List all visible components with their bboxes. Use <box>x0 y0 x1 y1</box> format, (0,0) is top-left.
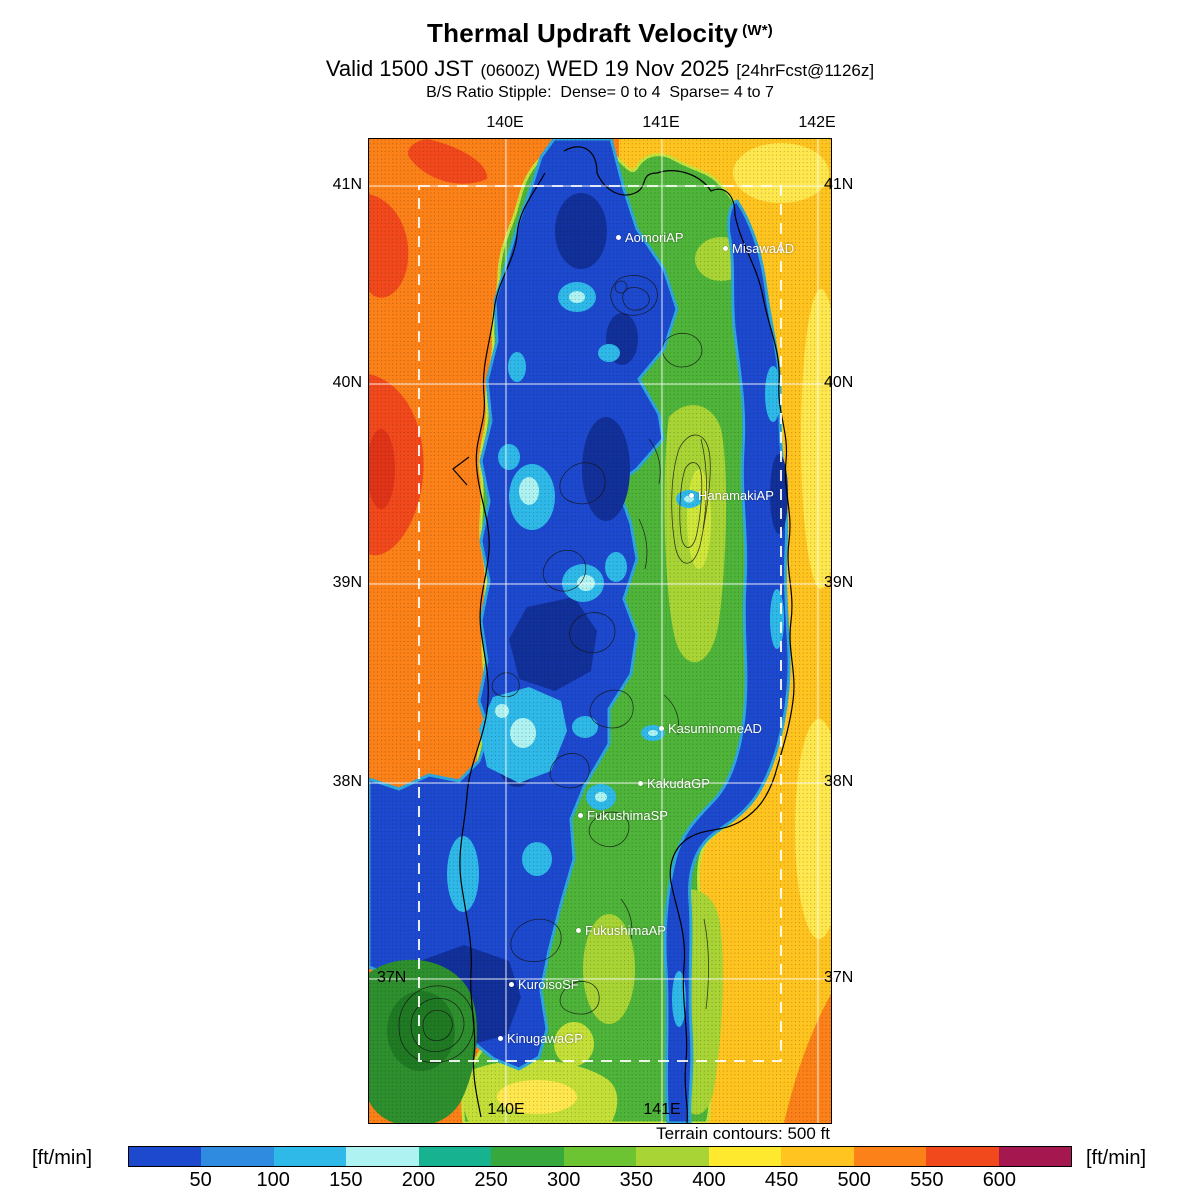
station-kinugawa-gp: KinugawaGP <box>498 1031 583 1046</box>
valid-prefix: Valid 1500 JST <box>325 56 474 81</box>
lat-label-left-38n: 38N <box>332 773 362 790</box>
colorbar-tick-label: 200 <box>401 1169 436 1191</box>
colorbar-segment <box>708 1147 782 1166</box>
colorbar-segment <box>998 1147 1072 1166</box>
colorbar-tick-label: 300 <box>547 1169 581 1191</box>
lat-label-right-39n: 39N <box>824 574 854 591</box>
station-dot-icon <box>576 928 581 933</box>
station-label: KasuminomeAD <box>668 721 762 736</box>
lat-label-right-38n: 38N <box>824 773 854 790</box>
station-label: AomoriAP <box>625 230 684 245</box>
colorbar-tick-label: 350 <box>619 1169 653 1191</box>
lon-label-top-141e: 141E <box>642 114 680 131</box>
station-label: MisawaAD <box>732 241 795 256</box>
station-hanamaki-ap: HanamakiAP <box>689 488 774 503</box>
colorbar-ticks: 50 100 150 200 250 300 350 400 450 500 550 600 <box>128 1167 1072 1191</box>
colorbar-segment <box>636 1147 709 1166</box>
stipple-overlay <box>369 139 831 1123</box>
station-dot-icon <box>498 1036 503 1041</box>
lat-label-right-37n: 37N <box>824 969 854 986</box>
colorbar-tick-label: 50 <box>189 1169 212 1191</box>
station-label: FukushimaSP <box>587 808 668 823</box>
lat-label-left-37n: 37N <box>377 969 407 986</box>
station-dot-icon <box>638 781 643 786</box>
colorbar-segment <box>853 1147 927 1166</box>
title-variable: (W*) <box>742 22 773 39</box>
coastline <box>452 146 795 1123</box>
valid-forecast-tag: [24hrFcst@1126z] <box>736 61 875 80</box>
domain-box <box>418 185 782 1062</box>
station-fukushima-ap: FukushimaAP <box>576 923 666 938</box>
station-dot-icon <box>616 235 621 240</box>
updraft-color-field <box>369 139 831 1123</box>
station-kasuminome-ad: KasuminomeAD <box>659 721 762 736</box>
legend-unit-left: [ft/min] <box>32 1147 93 1169</box>
lon-label-top-142e: 142E <box>798 114 836 131</box>
valid-date: WED 19 Nov 2025 <box>547 56 730 81</box>
colorbar-segment <box>563 1147 637 1166</box>
station-kuroiso-sf: KuroisoSF <box>509 977 579 992</box>
lon-label-bottom-140e: 140E <box>487 1101 525 1118</box>
lat-label-left-39n: 39N <box>332 574 362 591</box>
colorbar-tick-label: 150 <box>329 1169 363 1191</box>
lat-label-right-40n: 40N <box>824 374 854 391</box>
colorbar-segment <box>491 1147 564 1166</box>
colorbar-segment <box>418 1147 492 1166</box>
page-title: Thermal Updraft Velocity (W*) <box>0 18 1200 49</box>
station-label: KakudaGP <box>647 776 710 791</box>
lat-label-left-41n: 41N <box>332 176 362 193</box>
map-area: 37N 140E 141E AomoriAP MisawaAD Hanamaki… <box>368 138 832 1124</box>
terrain-contours-note: Terrain contours: 500 ft <box>656 1124 830 1143</box>
station-dot-icon <box>659 726 664 731</box>
station-kakuda-gp: KakudaGP <box>638 776 710 791</box>
valid-zulu: (0600Z) <box>480 61 540 80</box>
colorbar-segment <box>129 1147 202 1166</box>
colorbar-tick-label: 100 <box>256 1169 290 1191</box>
colorbar-segment <box>781 1147 854 1166</box>
lon-label-top-140e: 140E <box>486 114 524 131</box>
station-dot-icon <box>723 246 728 251</box>
colorbar-segment <box>346 1147 419 1166</box>
station-label: FukushimaAP <box>585 923 666 938</box>
stipple-note: B/S Ratio Stipple: Dense= 0 to 4 Sparse=… <box>426 84 774 101</box>
lat-label-left-40n: 40N <box>332 374 362 391</box>
colorbar-tick-label: 600 <box>982 1169 1017 1191</box>
station-aomori-ap: AomoriAP <box>616 230 684 245</box>
colorbar-segment <box>926 1147 999 1166</box>
valid-time-line: Valid 1500 JST (0600Z) WED 19 Nov 2025 [24h… <box>0 56 1200 82</box>
colorbar-tick-label: 500 <box>837 1169 871 1191</box>
colorbar-tick-label: 250 <box>474 1169 508 1191</box>
station-fukushima-sp: FukushimaSP <box>578 808 668 823</box>
station-dot-icon <box>689 493 694 498</box>
graticule <box>369 139 831 1123</box>
station-dot-icon <box>578 813 583 818</box>
terrain-contour-lines <box>398 275 711 1064</box>
legend-unit-right: [ft/min] <box>1086 1147 1147 1169</box>
colorbar-segment <box>273 1147 347 1166</box>
station-label: KuroisoSF <box>518 977 579 992</box>
station-label: HanamakiAP <box>698 488 774 503</box>
colorbar <box>128 1146 1072 1167</box>
station-label: KinugawaGP <box>507 1031 583 1046</box>
title-text: Thermal Updraft Velocity <box>427 18 739 48</box>
lon-label-bottom-141e: 141E <box>643 1101 681 1118</box>
colorbar-tick-label: 400 <box>692 1169 726 1191</box>
colorbar-segment <box>201 1147 274 1166</box>
colorbar-tick-label: 550 <box>910 1169 944 1191</box>
colorbar-tick-label: 450 <box>764 1169 799 1191</box>
lat-label-right-41n: 41N <box>824 176 854 193</box>
station-misawa-ad: MisawaAD <box>723 241 794 256</box>
station-dot-icon <box>509 982 514 987</box>
